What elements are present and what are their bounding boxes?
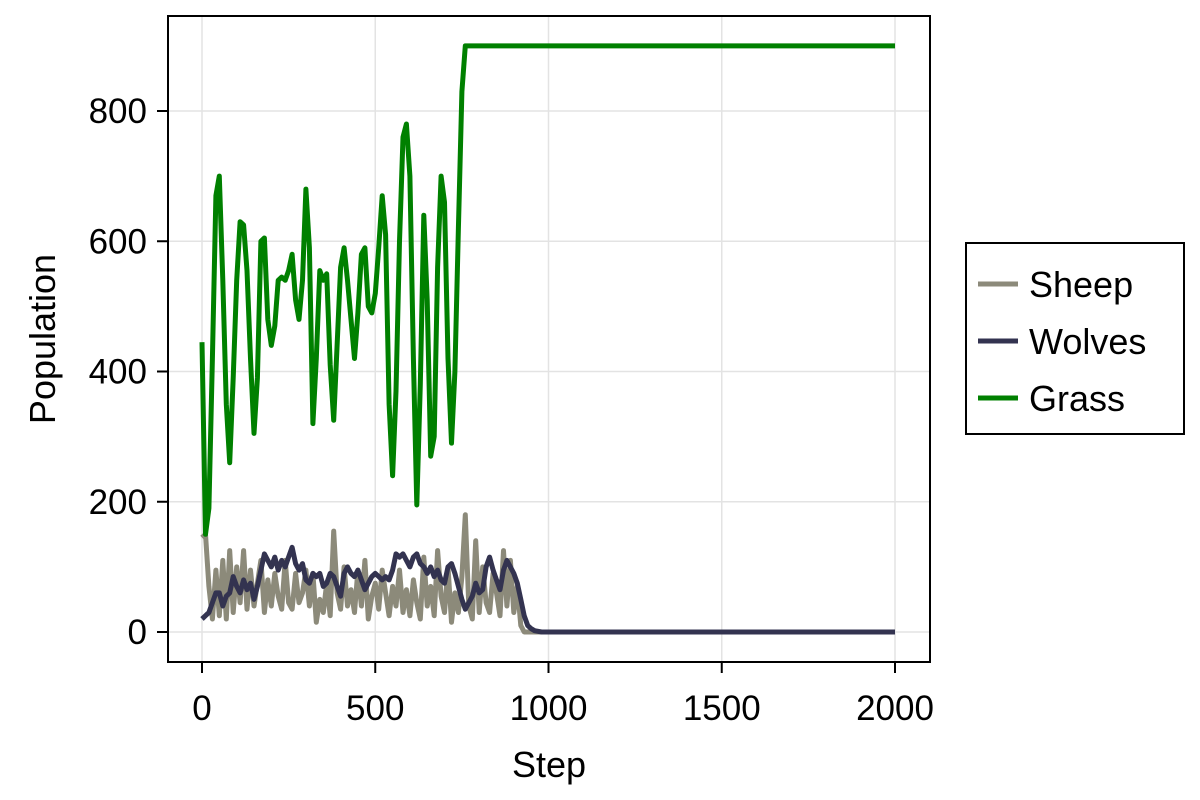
x-axis-title: Step [512, 744, 586, 785]
legend: Sheep Wolves Grass [965, 242, 1185, 435]
x-tick-label: 2000 [856, 689, 934, 728]
legend-label-grass: Grass [1029, 378, 1125, 419]
y-tick-label: 200 [89, 483, 147, 522]
legend-label-sheep: Sheep [1029, 264, 1133, 305]
y-tick-label: 400 [89, 353, 147, 392]
x-tick-label: 0 [192, 689, 211, 728]
x-tick-label: 1000 [510, 689, 588, 728]
x-tick-label: 500 [346, 689, 404, 728]
x-tick-label: 1500 [683, 689, 761, 728]
x-axis-ticks: 0 500 1000 1500 2000 [192, 662, 934, 728]
y-tick-label: 600 [89, 222, 147, 261]
y-axis-title: Population [22, 254, 63, 424]
series-line-grass [199, 43, 895, 537]
y-tick-label: 0 [128, 613, 147, 652]
y-axis-ticks: 0 200 400 600 800 [89, 92, 168, 652]
y-tick-label: 800 [89, 92, 147, 131]
series-line-wolves [200, 544, 895, 635]
plot-series [199, 43, 895, 635]
legend-label-wolves: Wolves [1029, 321, 1146, 362]
